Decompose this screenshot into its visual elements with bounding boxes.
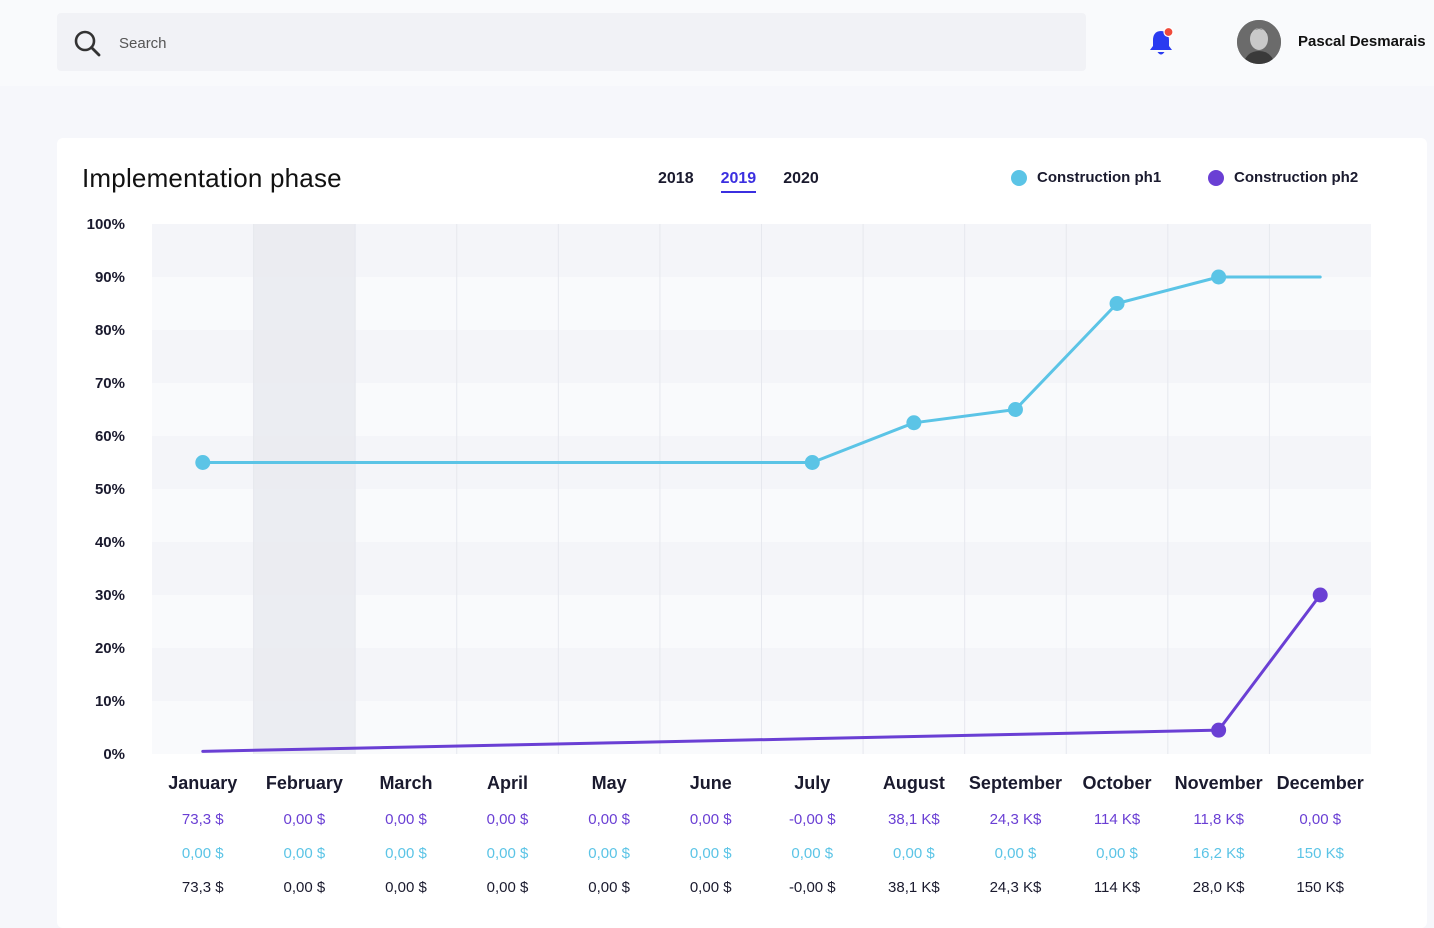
value-label-row3: 150 K$ [1296, 879, 1344, 896]
value-label-row1: 0,00 $ [487, 811, 529, 828]
value-label-row3: 38,1 K$ [888, 879, 940, 896]
year-tab-2020[interactable]: 2020 [783, 170, 819, 187]
value-label-row1: 0,00 $ [385, 811, 427, 828]
legend-item-ph2[interactable]: Construction ph2 [1208, 169, 1358, 186]
value-label-row2: 0,00 $ [791, 845, 833, 862]
y-tick-label: 100% [87, 216, 125, 233]
x-tick-label-october: October [1083, 773, 1152, 793]
value-label-row3: 24,3 K$ [990, 879, 1042, 896]
x-tick-label-february: February [266, 773, 343, 793]
series-line-1 [201, 275, 1322, 464]
chart-title: Implementation phase [82, 163, 342, 193]
year-tab-2018[interactable]: 2018 [658, 170, 694, 187]
implementation-phase-card: Implementation phase 2018 2019 2020 Cons… [57, 138, 1427, 928]
y-tick-label: 70% [95, 375, 125, 392]
series-line-2 [201, 593, 1322, 753]
y-tick-label: 50% [95, 481, 125, 498]
notification-bell-icon[interactable] [1146, 26, 1176, 58]
value-label-row1: 0,00 $ [284, 811, 326, 828]
x-tick-label-april: April [487, 773, 528, 793]
year-selector: 2018 2019 2020 [658, 170, 846, 193]
value-label-row2: 0,00 $ [690, 845, 732, 862]
value-label-row1: -0,00 $ [789, 811, 836, 828]
value-label-row2: 150 K$ [1296, 845, 1344, 862]
series-point-1-august [906, 415, 922, 431]
series-point-1-january [195, 455, 211, 470]
user-name[interactable]: Pascal Desmarais [1298, 33, 1426, 50]
x-tick-label-march: March [379, 773, 432, 793]
x-tick-label-june: June [690, 773, 732, 793]
value-label-row3: 0,00 $ [385, 879, 427, 896]
value-label-row1: 114 K$ [1094, 811, 1141, 828]
value-label-row1: 73,3 $ [182, 811, 224, 828]
y-tick-label: 60% [95, 428, 125, 445]
avatar-photo-icon [1237, 20, 1281, 64]
top-bar: Pascal Desmarais [0, 0, 1434, 86]
y-tick-label: 30% [95, 587, 125, 604]
value-label-row1: 0,00 $ [690, 811, 732, 828]
value-label-row2: 0,00 $ [487, 845, 529, 862]
value-label-row1: 11,8 K$ [1193, 811, 1244, 828]
y-tick-label: 80% [95, 322, 125, 339]
legend-item-ph1[interactable]: Construction ph1 [1011, 169, 1161, 186]
value-label-row2: 0,00 $ [284, 845, 326, 862]
value-label-row1: 0,00 $ [588, 811, 630, 828]
value-label-row2: 0,00 $ [182, 845, 224, 862]
series-point-2-december [1312, 587, 1328, 603]
series-point-1-september [1007, 402, 1023, 417]
value-label-row2: 0,00 $ [1096, 845, 1138, 862]
legend-dot-ph2 [1208, 169, 1224, 186]
year-tab-2019[interactable]: 2019 [720, 170, 757, 193]
value-label-row3: -0,00 $ [789, 879, 836, 896]
x-tick-label-august: August [883, 773, 945, 793]
value-label-row2: 0,00 $ [588, 845, 630, 862]
x-tick-label-january: January [168, 773, 237, 793]
series-point-1-november [1211, 269, 1227, 285]
series-point-1-july [804, 455, 820, 470]
value-label-row3: 0,00 $ [487, 879, 529, 896]
value-label-row3: 0,00 $ [690, 879, 732, 896]
value-label-row3: 114 K$ [1094, 879, 1141, 896]
value-label-row1: 24,3 K$ [990, 811, 1042, 828]
series-point-1-october [1109, 296, 1125, 311]
value-label-row3: 28,0 K$ [1193, 879, 1245, 896]
value-label-row2: 0,00 $ [385, 845, 427, 862]
search-input[interactable] [117, 27, 1021, 59]
y-tick-label: 10% [95, 693, 125, 710]
value-label-row1: 38,1 K$ [888, 811, 940, 828]
search-icon [74, 30, 101, 57]
value-label-row2: 0,00 $ [893, 845, 935, 862]
x-tick-label-november: November [1175, 773, 1263, 793]
series-point-2-november [1211, 722, 1227, 738]
user-avatar[interactable] [1237, 20, 1281, 64]
value-label-row3: 73,3 $ [182, 879, 224, 896]
search-bar[interactable] [57, 13, 1086, 71]
x-tick-label-july: July [794, 773, 830, 793]
value-label-row1: 0,00 $ [1299, 811, 1341, 828]
y-tick-label: 20% [95, 640, 125, 657]
value-label-row3: 0,00 $ [284, 879, 326, 896]
x-tick-label-december: December [1277, 773, 1364, 793]
value-label-row2: 16,2 K$ [1193, 845, 1245, 862]
y-tick-label: 90% [95, 269, 125, 286]
legend-label-ph2: Construction ph2 [1234, 169, 1359, 186]
x-tick-label-may: May [592, 773, 627, 793]
y-tick-label: 0% [103, 746, 125, 763]
highlighted-column-february [253, 224, 356, 754]
implementation-phase-chart: 0% 10% 20% 30% 40% 50% 60% 70% 80% 90% 100% January… [87, 216, 1371, 896]
x-tick-label-september: September [969, 773, 1062, 793]
y-tick-label: 40% [95, 534, 125, 551]
legend-label-ph1: Construction ph1 [1037, 169, 1162, 186]
value-label-row2: 0,00 $ [995, 845, 1037, 862]
value-label-row3: 0,00 $ [588, 879, 630, 896]
legend-dot-ph1 [1011, 169, 1027, 186]
